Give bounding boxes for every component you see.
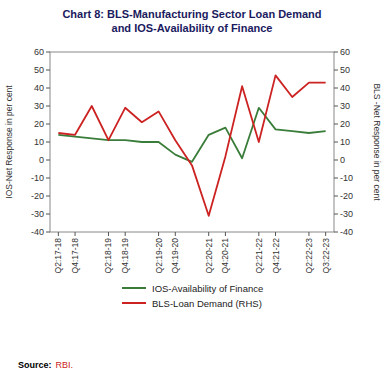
y-tick-label: 10 xyxy=(34,137,44,147)
y2-tick-label: 60 xyxy=(340,47,350,57)
y2-tick-label: -10 xyxy=(340,173,353,183)
x-tick-label: Q4:17-18 xyxy=(70,238,80,274)
y-tick xyxy=(46,196,50,197)
x-tick-label: Q2:22-23 xyxy=(304,238,314,274)
y-tick xyxy=(46,52,50,53)
x-tick xyxy=(175,232,176,236)
legend-label: IOS-Availability of Finance xyxy=(152,283,263,294)
x-tick xyxy=(158,232,159,236)
y2-tick xyxy=(334,106,338,107)
y-tick xyxy=(46,214,50,215)
y-tick-label: 30 xyxy=(34,101,44,111)
y2-tick xyxy=(334,88,338,89)
y2-tick-label: 20 xyxy=(340,119,350,129)
x-tick xyxy=(58,232,59,236)
legend-swatch xyxy=(122,302,146,304)
y2-tick-label: -20 xyxy=(340,191,353,201)
y-tick xyxy=(46,70,50,71)
x-tick xyxy=(208,232,209,236)
y-tick xyxy=(46,232,50,233)
y2-tick xyxy=(334,52,338,53)
y2-tick-label: 30 xyxy=(340,101,350,111)
x-tick xyxy=(125,232,126,236)
x-tick xyxy=(108,232,109,236)
y-tick xyxy=(46,88,50,89)
legend: IOS-Availability of Finance BLS-Loan Dema… xyxy=(122,283,263,309)
y2-tick xyxy=(334,160,338,161)
x-tick xyxy=(225,232,226,236)
y-tick xyxy=(46,178,50,179)
y2-tick xyxy=(334,142,338,143)
y2-tick-label: -30 xyxy=(340,209,353,219)
x-tick xyxy=(308,232,309,236)
y-tick-label: -30 xyxy=(31,209,44,219)
y-tick-label: -20 xyxy=(31,191,44,201)
x-tick-label: Q4:20-21 xyxy=(220,238,230,274)
x-tick-label: Q2:21-22 xyxy=(254,238,264,274)
y-tick-label: 0 xyxy=(39,155,44,165)
x-tick-label: Q4:18-19 xyxy=(120,238,130,274)
x-tick-label: Q4:21-22 xyxy=(271,238,281,274)
y2-tick xyxy=(334,178,338,179)
x-tick-label: Q3:22-23 xyxy=(321,238,331,274)
y-tick-label: -10 xyxy=(31,173,44,183)
series-line xyxy=(58,108,325,162)
x-tick xyxy=(275,232,276,236)
title: Chart 8: BLS-Manufacturing Sector Loan D… xyxy=(62,8,321,34)
y2-tick xyxy=(334,124,338,125)
source-label: Source: xyxy=(18,360,52,370)
y-tick-label: 20 xyxy=(34,119,44,129)
y2-tick xyxy=(334,232,338,233)
y-tick xyxy=(46,142,50,143)
x-tick-label: Q2:18-19 xyxy=(103,238,113,274)
source-text: RBI. xyxy=(56,360,74,370)
y2-tick-label: 40 xyxy=(340,83,350,93)
plot-area xyxy=(58,75,325,215)
x-tick-label: Q2:20-21 xyxy=(204,238,214,274)
title-line: Chart 8: BLS-Manufacturing Sector Loan D… xyxy=(62,8,321,20)
y-tick xyxy=(46,106,50,107)
y-tick xyxy=(46,160,50,161)
y-tick-label: 60 xyxy=(34,47,44,57)
legend-swatch xyxy=(122,287,146,289)
y2-tick xyxy=(334,70,338,71)
x-tick xyxy=(75,232,76,236)
x-tick xyxy=(325,232,326,236)
y2-tick xyxy=(334,214,338,215)
x-tick-label: Q2:17-18 xyxy=(53,238,63,274)
y2-tick-label: 50 xyxy=(340,65,350,75)
legend-label: BLS-Loan Demand (RHS) xyxy=(152,298,262,309)
y-tick-label: -40 xyxy=(31,227,44,237)
y-tick-label: 50 xyxy=(34,65,44,75)
y2-tick-label: 0 xyxy=(340,155,345,165)
series-line xyxy=(58,75,325,215)
y-axis-label: IOS-Net Response in per cent xyxy=(4,85,14,199)
x-tick xyxy=(258,232,259,236)
x-tick-label: Q2:19-20 xyxy=(154,238,164,274)
plot-frame xyxy=(50,52,334,232)
chart: Chart 8: BLS-Manufacturing Sector Loan D… xyxy=(0,0,384,385)
y-tick-label: 40 xyxy=(34,83,44,93)
title-line: and IOS-Availability of Finance xyxy=(112,22,273,34)
x-tick-label: Q4:19-20 xyxy=(170,238,180,274)
y-tick xyxy=(46,124,50,125)
y2-axis-label: BLS -Net Response in per cent xyxy=(372,83,382,201)
y2-tick xyxy=(334,196,338,197)
y2-tick-label: -40 xyxy=(340,227,353,237)
y2-tick-label: 10 xyxy=(340,137,350,147)
